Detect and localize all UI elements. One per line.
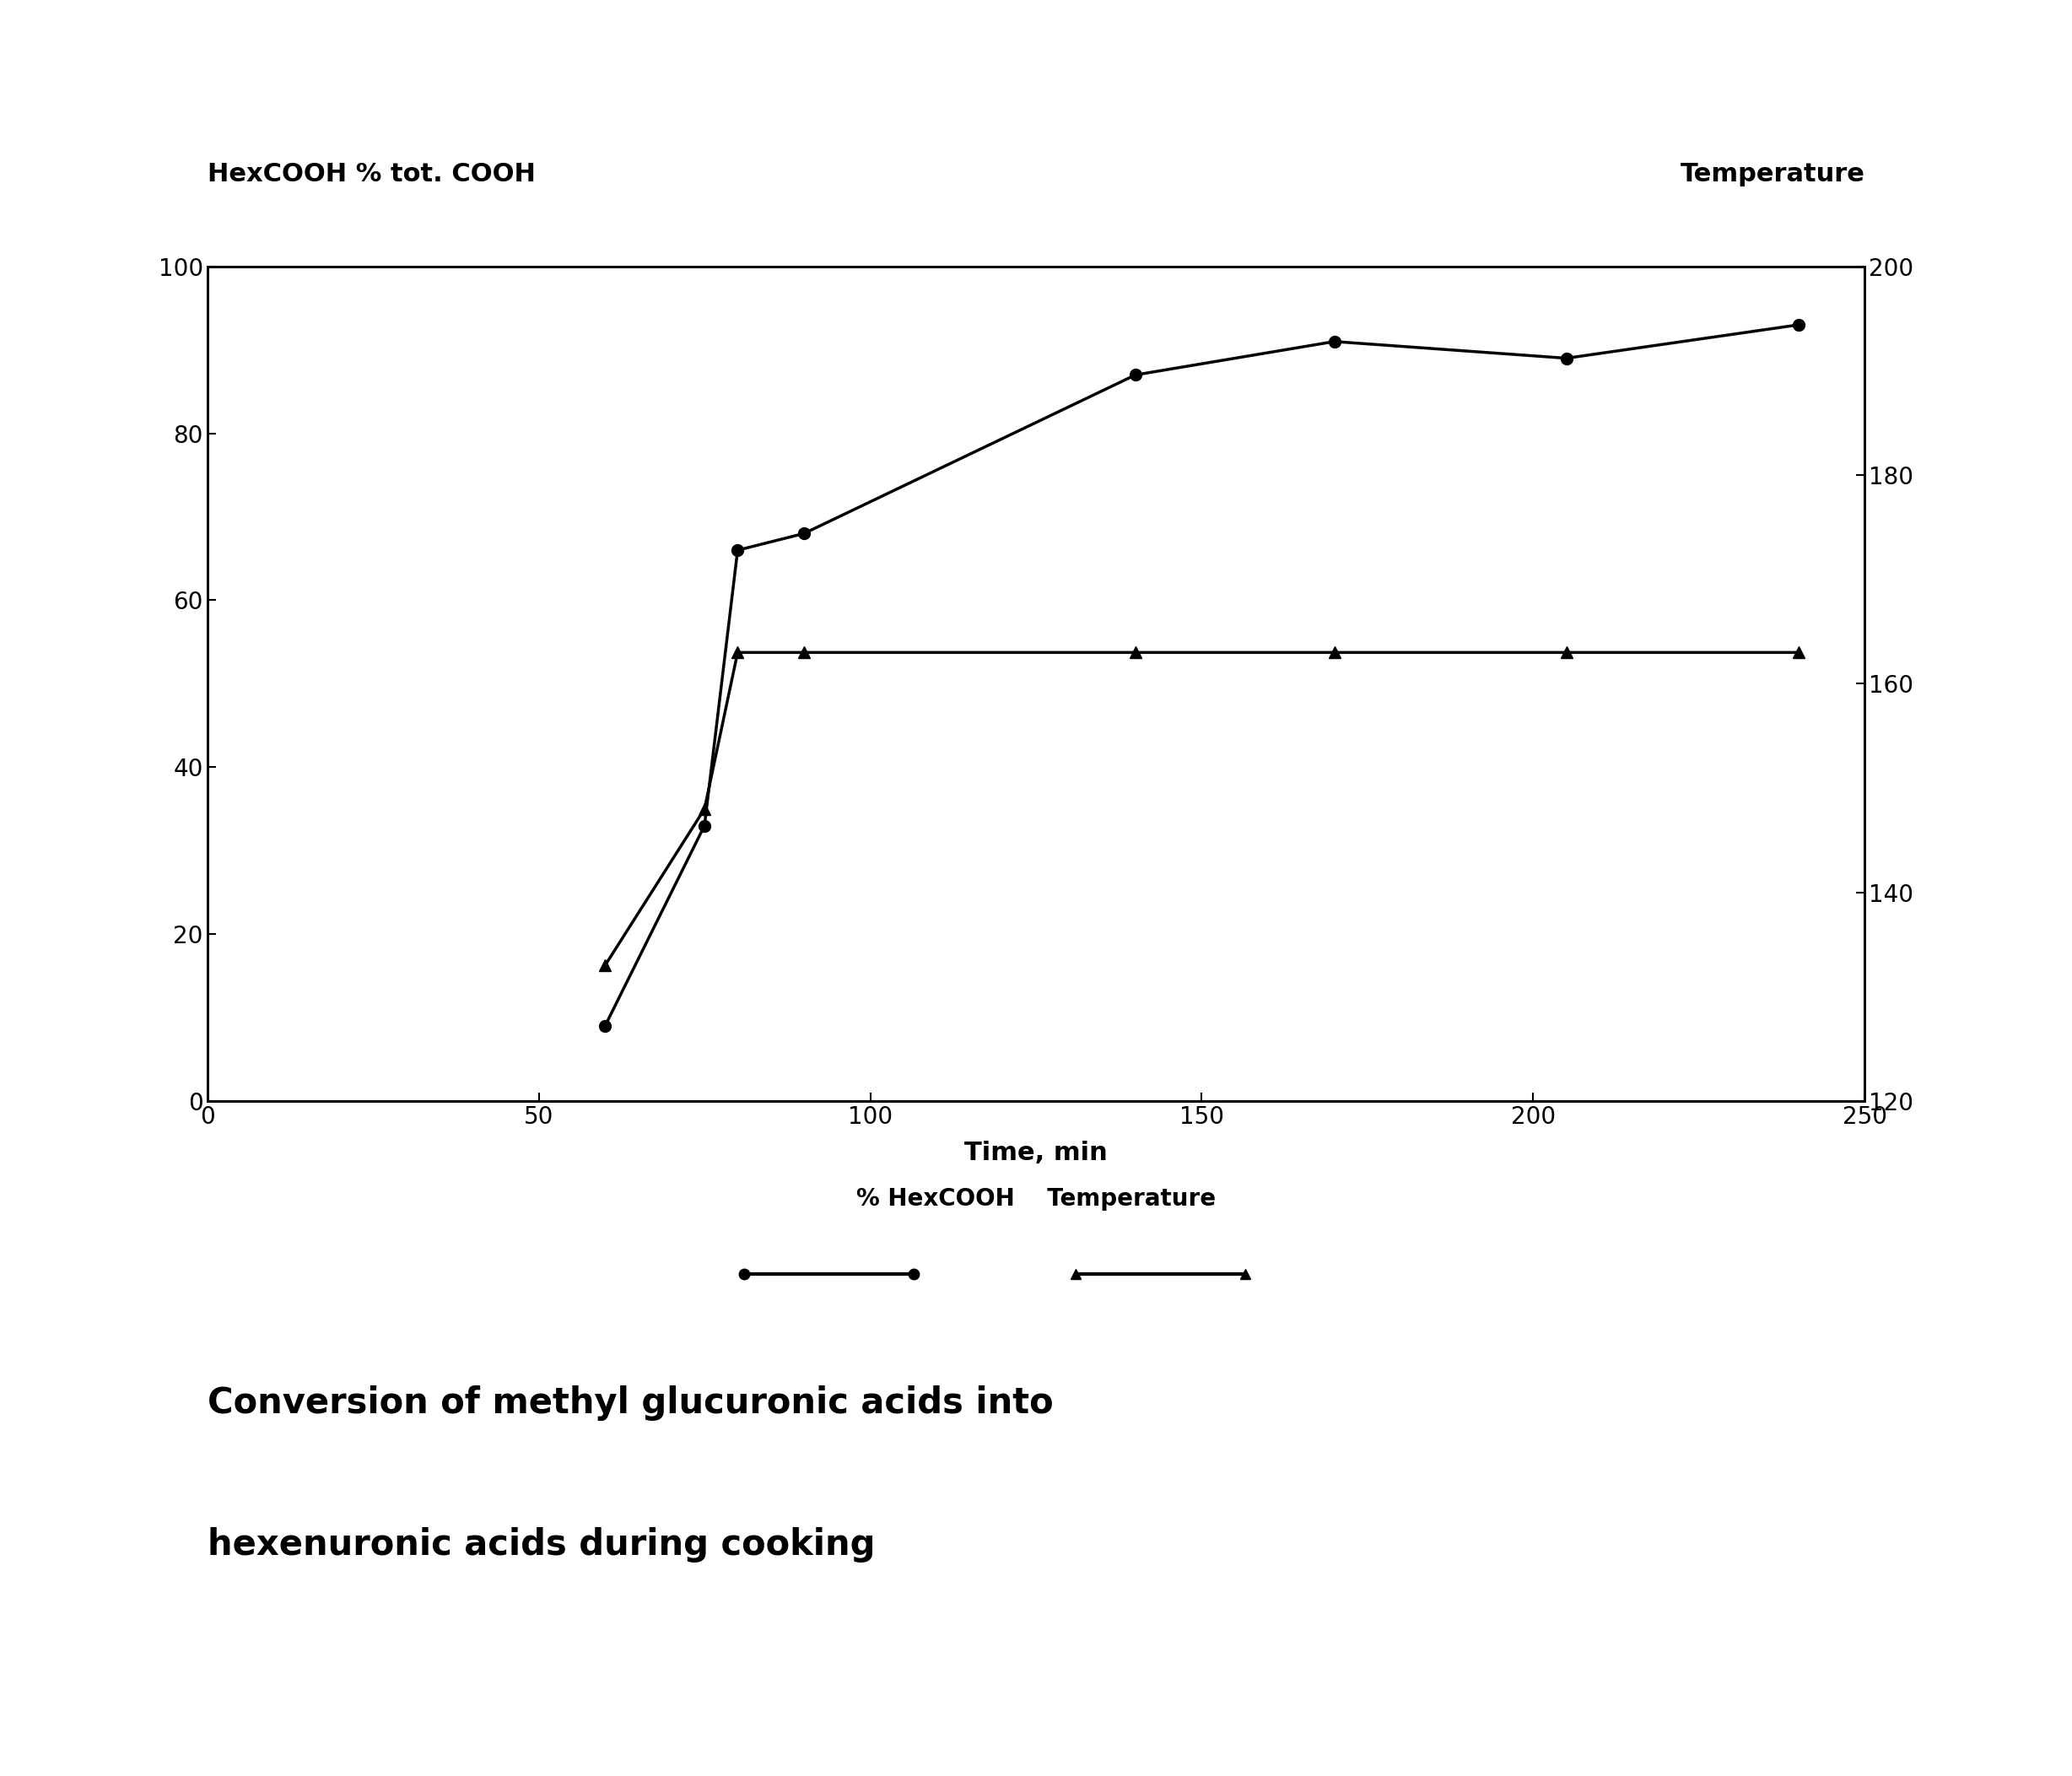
Text: Conversion of methyl glucuronic acids into: Conversion of methyl glucuronic acids in… [207,1385,1053,1421]
Text: Temperature: Temperature [1680,162,1865,186]
Text: hexenuronic acids during cooking: hexenuronic acids during cooking [207,1527,874,1563]
Text: HexCOOH % tot. COOH: HexCOOH % tot. COOH [207,162,535,186]
X-axis label: Time, min: Time, min [963,1140,1109,1165]
Text: % HexCOOH    Temperature: % HexCOOH Temperature [856,1186,1216,1211]
